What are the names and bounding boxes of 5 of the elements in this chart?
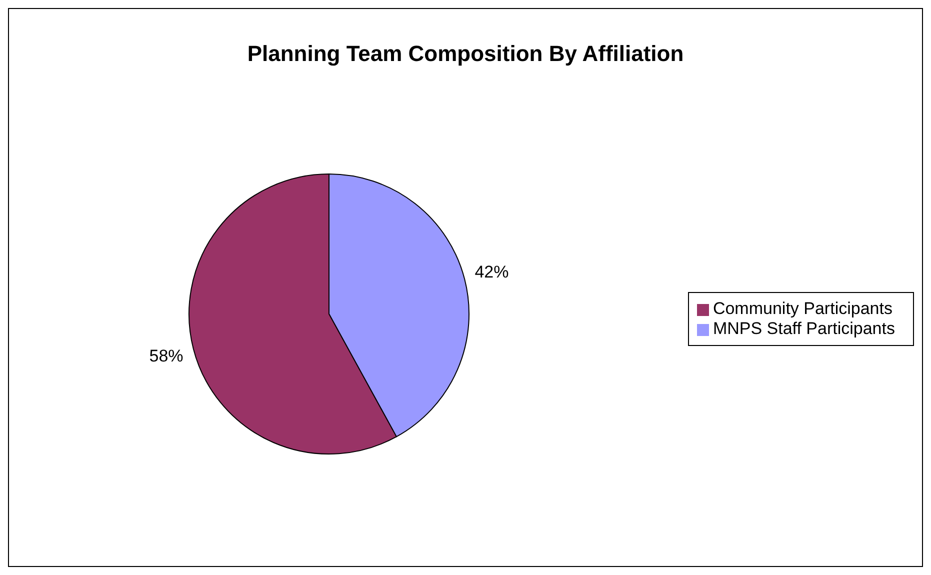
legend-label: Community Participants [712, 299, 892, 318]
data-label: 42% [474, 262, 509, 282]
legend-label: MNPS Staff Participants [712, 319, 895, 338]
chart-title: Planning Team Composition By Affiliation [246, 41, 685, 67]
data-label: 58% [149, 346, 184, 366]
